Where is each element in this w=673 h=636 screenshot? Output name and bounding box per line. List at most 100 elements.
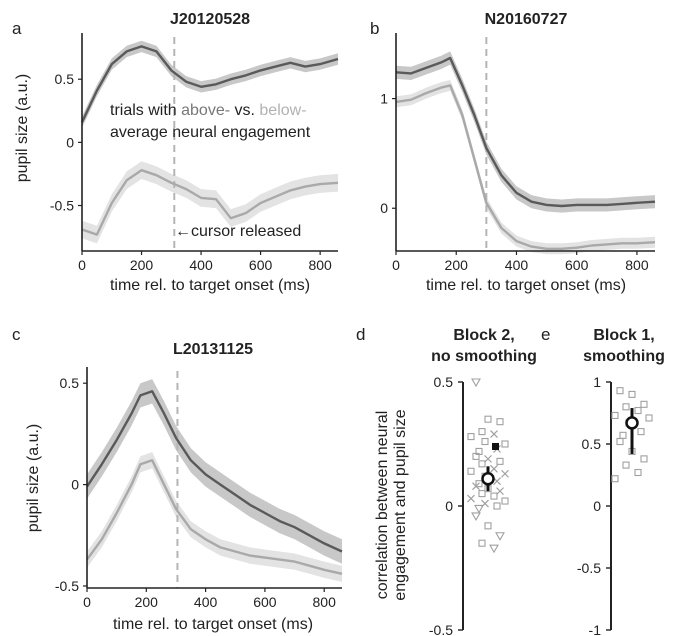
panel-e-point-square — [637, 428, 645, 436]
panel-c-x-tick-label: 200 — [135, 594, 159, 610]
panel-d-ylabel-2: engagement and pupil size — [392, 409, 409, 600]
panel-a-x-tick-label: 0 — [78, 257, 86, 273]
panel-label-c: c — [12, 325, 21, 344]
panel-d-point-triangle — [471, 512, 481, 522]
panel-e-point-square — [622, 403, 630, 411]
panel-d-point-square — [481, 437, 489, 446]
panel-b-xlabel: time rel. to target onset (ms) — [426, 277, 626, 294]
panel-a-below-line — [81, 168, 339, 236]
panel-label-b: b — [370, 19, 379, 38]
panel-a-x-tick-label: 200 — [130, 257, 154, 273]
panel-c-ylabel: pupil size (a.u.) — [25, 424, 42, 533]
panel-c-xlabel: time rel. to target onset (ms) — [113, 616, 313, 633]
panel-e-point-square — [616, 387, 624, 395]
panel-e-point-square — [628, 390, 636, 398]
panel-a: a J20120528 0 200 400 600 800 -0.5 0 0.5 time r… — [12, 11, 339, 294]
panel-b: b N20160727 0 200 400 600 800 0 1 time rel. to… — [370, 11, 656, 294]
panel-c-below-line — [86, 459, 343, 575]
panel-d-point-square — [493, 502, 501, 510]
panel-d-y-tick-label: -0.5 — [429, 622, 453, 636]
panel-c-x-tick-label: 600 — [253, 594, 277, 610]
legend-below: below- — [259, 102, 306, 119]
panel-a-below-band — [82, 161, 338, 244]
panel-b-x-tick-label: 0 — [392, 257, 400, 273]
panel-e-point-square — [611, 475, 619, 483]
panel-d-point-cross — [467, 494, 475, 503]
panel-e-plot: -1 -0.5 0 0.5 1 — [577, 374, 653, 636]
panel-d-ylabel-1: correlation between neural — [374, 411, 391, 600]
legend-line-2: average neural engagement — [110, 124, 311, 141]
panel-b-x-tick-label: 600 — [565, 257, 589, 273]
panel-d-point-triangle — [489, 544, 499, 554]
panel-b-above-band — [396, 51, 655, 213]
legend-mid: vs. — [230, 102, 259, 119]
panel-c-below-band — [87, 452, 342, 582]
panel-b-x-tick-label: 200 — [445, 257, 469, 273]
panel-c-above-band — [87, 379, 342, 564]
panel-d-point-square — [484, 522, 492, 530]
panel-d-point-cross — [484, 454, 492, 463]
cursor-released-annotation: ←cursor released — [175, 223, 301, 240]
panel-c-title: L20131125 — [173, 341, 253, 358]
panel-d-point-square — [467, 467, 475, 475]
panel-a-x-tick-label: 600 — [249, 257, 273, 273]
panel-c-y-tick-label: -0.5 — [55, 578, 79, 594]
panel-c-y-tick-label: 0 — [71, 477, 79, 493]
panel-b-title: N20160727 — [485, 11, 568, 28]
legend-above: above- — [181, 102, 230, 119]
panel-e-point-square — [640, 400, 648, 408]
panel-d-point-square — [467, 433, 475, 441]
cursor-released-label: cursor released — [191, 223, 301, 240]
panel-e-point-square — [619, 431, 627, 439]
panel-d-highlight-point — [492, 442, 499, 450]
panel-d-title-1: Block 2, — [453, 327, 514, 344]
panel-d-point-cross — [496, 487, 504, 496]
panel-a-y-tick-label: 0.5 — [55, 71, 75, 87]
panel-label-e: e — [541, 325, 550, 344]
panel-e-y-tick-label: -0.5 — [577, 560, 601, 576]
panel-a-x-tick-label: 400 — [189, 257, 213, 273]
panel-c-plot: 0 200 400 600 800-0.500.5 — [55, 367, 343, 610]
panel-e-y-tick-label: 0 — [593, 498, 601, 514]
panel-b-above-line — [395, 56, 656, 208]
panel-e-y-tick-label: 0.5 — [582, 436, 602, 452]
panel-d-point-triangle — [474, 504, 484, 514]
panel-a-ylabel: pupil size (a.u.) — [14, 74, 31, 183]
panel-a-title: J20120528 — [170, 11, 250, 28]
panel-d-point-cross — [472, 482, 480, 491]
panel-d-point-square — [475, 480, 483, 488]
panel-e-point-square — [645, 414, 653, 422]
panel-d-point-square — [484, 415, 492, 423]
panel-b-y-tick-label: 1 — [380, 91, 388, 107]
panel-d-point-square — [490, 492, 498, 500]
panel-a-x-tick-label: 800 — [308, 257, 332, 273]
panel-a-y-tick-label: 0 — [66, 134, 74, 150]
panel-d-point-square — [501, 440, 509, 448]
panel-d-point-square — [501, 497, 509, 505]
panel-b-below-band — [396, 80, 655, 255]
panel-d-point-square — [496, 457, 504, 465]
panel-c-above-line — [86, 390, 343, 553]
panel-d-mean-marker — [481, 471, 495, 486]
panel-label-d: d — [356, 325, 365, 344]
panel-d-plot: -0.5 0 0.5 — [429, 374, 509, 636]
panel-e-point-square — [640, 455, 648, 463]
panel-e-point-square — [611, 411, 619, 420]
panel-e-point-square — [634, 406, 642, 415]
panel-d-point-triangle — [495, 532, 505, 541]
panel-c-y-tick-label: 0.5 — [60, 375, 80, 391]
panel-b-y-tick-label: 0 — [380, 200, 388, 216]
panel-d-point-square — [478, 539, 486, 547]
panel-c-x-tick-label: 0 — [83, 594, 91, 610]
panel-b-x-tick-label: 800 — [625, 257, 649, 273]
panel-d-title-2: no smoothing — [431, 348, 537, 365]
panel-e-point-square — [634, 468, 642, 477]
panel-a-above-line — [80, 45, 339, 123]
panel-e-title-1: Block 1, — [593, 327, 654, 344]
panel-d: d Block 2, no smoothing -0.5 0 0.5 correla… — [356, 325, 537, 636]
panel-d-point-square — [496, 418, 504, 426]
panel-c-x-tick-label: 400 — [194, 594, 218, 610]
panel-e-point-square — [616, 437, 624, 446]
panel-a-y-tick-label: -0.5 — [50, 198, 74, 214]
